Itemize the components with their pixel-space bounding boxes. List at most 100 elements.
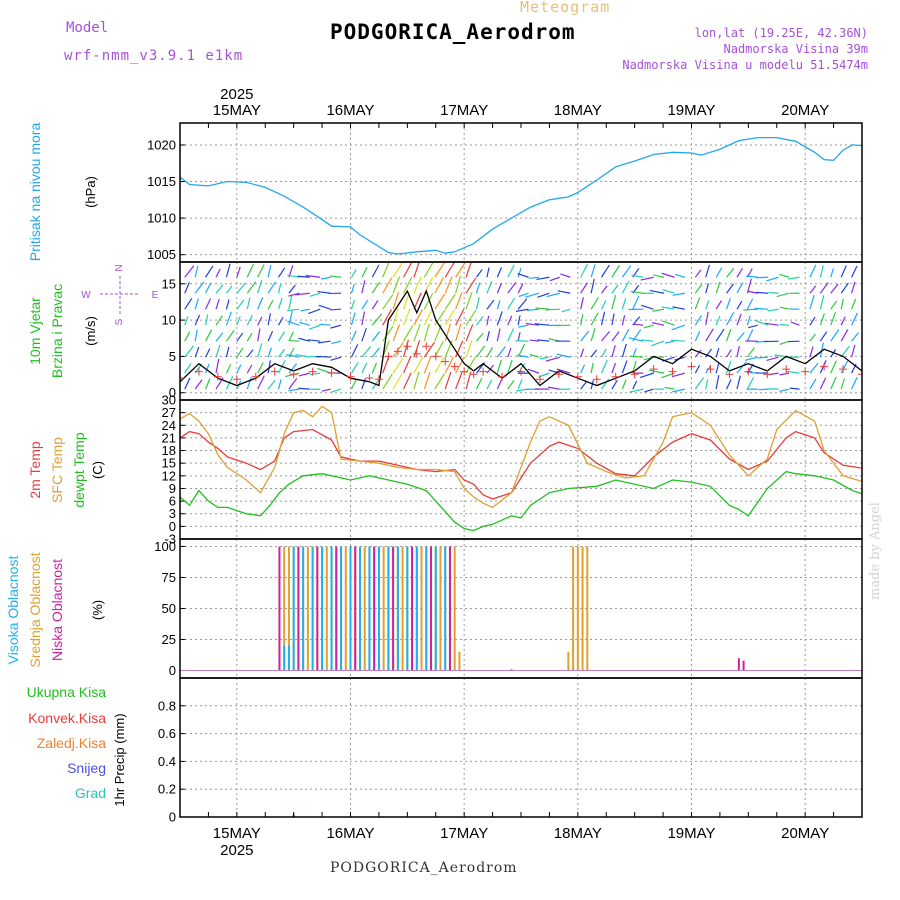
wind-arrow bbox=[726, 379, 732, 390]
wind-arrow bbox=[205, 348, 211, 358]
wind-arrow bbox=[215, 268, 221, 278]
wind-arrow bbox=[672, 388, 685, 393]
wind-arrow bbox=[444, 276, 453, 294]
wind-arrow bbox=[819, 282, 829, 294]
wind-arrow bbox=[308, 324, 321, 330]
wind-arrow bbox=[664, 386, 675, 390]
day-label-top: 16MAY bbox=[326, 102, 374, 119]
wind-arrow bbox=[184, 345, 194, 358]
wind-arrow bbox=[779, 324, 790, 326]
wind-arrow bbox=[779, 273, 790, 278]
wind-arrow bbox=[465, 324, 474, 342]
wind-arrow bbox=[215, 298, 220, 310]
temperature-unit: (C) bbox=[90, 461, 105, 479]
wind-arrow bbox=[632, 380, 638, 390]
wind-arrow bbox=[361, 280, 366, 294]
wind-arrow bbox=[809, 294, 815, 310]
wind-arrow bbox=[465, 339, 473, 358]
wind-arrow bbox=[350, 362, 359, 374]
wind-arrow bbox=[641, 339, 654, 342]
wind-arrow bbox=[392, 373, 403, 390]
wind-arrow bbox=[528, 276, 540, 279]
wind-arrow bbox=[278, 267, 286, 278]
wind-arrow bbox=[455, 275, 462, 294]
wind-arrow bbox=[537, 292, 550, 298]
wind-arrow bbox=[694, 315, 702, 326]
sfc-temp-label: SFC Temp bbox=[49, 437, 65, 503]
wind-arrow bbox=[434, 373, 445, 390]
wind-arrow bbox=[475, 377, 483, 390]
wind-arrow bbox=[486, 331, 490, 342]
wind-arrow bbox=[851, 265, 858, 278]
wind-arrow bbox=[517, 315, 521, 326]
wind-arrow bbox=[507, 281, 517, 294]
wind-arrow bbox=[361, 346, 372, 358]
wind-arrow bbox=[330, 324, 342, 329]
wind-arrow bbox=[225, 364, 232, 374]
panel-data-cloud bbox=[180, 546, 862, 672]
wind-arrow bbox=[267, 360, 271, 374]
wind-arrow bbox=[204, 314, 209, 326]
wind-arrow bbox=[557, 290, 571, 294]
wind-arrow bbox=[205, 378, 211, 390]
wind-arrow bbox=[413, 262, 420, 278]
wind-arrow bbox=[246, 332, 253, 342]
wind-arrow bbox=[257, 316, 263, 326]
day-label-bottom: 18MAY bbox=[554, 825, 602, 842]
wind-arrow bbox=[652, 308, 665, 312]
wind-arrow bbox=[630, 290, 644, 294]
wind-arrow bbox=[641, 304, 654, 310]
wind-arrow bbox=[517, 267, 522, 278]
wind-arrow bbox=[754, 319, 769, 326]
cloud-unit: (%) bbox=[90, 600, 105, 620]
wind-arrow bbox=[194, 265, 199, 278]
wind-arrow bbox=[475, 297, 480, 310]
wind-arrow bbox=[267, 300, 274, 310]
wind-arrow bbox=[382, 373, 393, 390]
y-tick-label: 0 bbox=[169, 810, 176, 825]
wind-arrow bbox=[736, 313, 742, 326]
wind-arrow bbox=[267, 330, 274, 342]
wind-arrow bbox=[746, 376, 755, 390]
y-tick-label: 3 bbox=[169, 506, 176, 521]
compass-w: W bbox=[81, 290, 91, 301]
wind-arrow bbox=[257, 328, 261, 342]
wind-arrow bbox=[403, 276, 413, 294]
wind-arrow bbox=[413, 276, 422, 294]
wind-gust-marker bbox=[517, 367, 525, 376]
wind-arrow bbox=[580, 314, 584, 326]
wind-arrow bbox=[475, 282, 481, 294]
wind-arrow bbox=[851, 298, 857, 310]
wind-arrow bbox=[423, 371, 431, 390]
wind-arrow bbox=[840, 298, 844, 310]
wind-arrow bbox=[246, 281, 257, 294]
wind-arrow bbox=[225, 346, 230, 358]
y-tick-label: 75 bbox=[162, 570, 176, 585]
wind-arrow bbox=[455, 292, 463, 310]
wind-arrow bbox=[382, 294, 394, 310]
wind-gust-marker bbox=[687, 362, 696, 371]
y-tick-label: 12 bbox=[162, 468, 176, 483]
wind-arrow bbox=[672, 292, 685, 296]
wind-arrow bbox=[661, 272, 675, 278]
wind-arrow bbox=[320, 276, 331, 280]
wind-gust-marker bbox=[706, 365, 715, 374]
wind-arrow bbox=[629, 355, 644, 358]
wind-arrow bbox=[246, 314, 253, 326]
wind-arrow bbox=[536, 276, 550, 281]
wind-arrow bbox=[465, 309, 477, 326]
wind-arrow bbox=[350, 284, 355, 294]
wind-arrow bbox=[392, 291, 400, 310]
wind-arrow bbox=[662, 320, 675, 326]
wind-arrow bbox=[580, 348, 585, 358]
day-label-top: 18MAY bbox=[554, 102, 602, 119]
high-cloud-label: Visoka Oblacnost bbox=[5, 556, 21, 665]
wind-arrow bbox=[475, 316, 484, 326]
wind-arrow bbox=[621, 315, 626, 326]
wind-gust-marker bbox=[763, 370, 772, 379]
wind-arrow bbox=[746, 347, 755, 358]
wind-arrow bbox=[517, 298, 528, 310]
wind-arrow bbox=[298, 337, 310, 342]
wind-gust-marker bbox=[289, 370, 298, 379]
day-label-top: 20MAY bbox=[781, 102, 829, 119]
